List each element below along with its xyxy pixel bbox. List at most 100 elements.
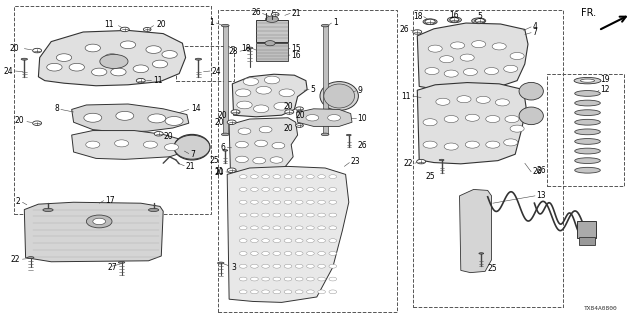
- Ellipse shape: [320, 82, 358, 110]
- Circle shape: [274, 102, 289, 110]
- Circle shape: [318, 188, 326, 191]
- Text: 21: 21: [291, 9, 301, 18]
- Ellipse shape: [321, 133, 329, 136]
- Circle shape: [272, 142, 285, 149]
- Polygon shape: [460, 189, 492, 273]
- Circle shape: [465, 114, 479, 121]
- Circle shape: [450, 18, 459, 22]
- Text: 1: 1: [210, 18, 214, 27]
- Text: 20: 20: [157, 20, 166, 29]
- Circle shape: [273, 290, 280, 294]
- Circle shape: [279, 89, 294, 97]
- Text: 3: 3: [232, 263, 237, 272]
- Circle shape: [329, 264, 337, 268]
- Text: 11: 11: [401, 92, 411, 100]
- Circle shape: [284, 264, 292, 268]
- Circle shape: [329, 277, 337, 281]
- Circle shape: [120, 41, 136, 49]
- Ellipse shape: [575, 158, 600, 164]
- Text: 26: 26: [400, 25, 410, 34]
- Circle shape: [329, 290, 337, 294]
- Polygon shape: [417, 83, 526, 164]
- Bar: [218, 10, 397, 312]
- Circle shape: [495, 99, 509, 106]
- Circle shape: [318, 175, 326, 179]
- Circle shape: [250, 239, 259, 243]
- Ellipse shape: [221, 24, 229, 27]
- Circle shape: [296, 277, 303, 281]
- Text: 7: 7: [191, 150, 196, 159]
- Circle shape: [273, 239, 280, 243]
- Circle shape: [250, 175, 259, 179]
- Text: 20: 20: [284, 102, 293, 111]
- Circle shape: [284, 226, 292, 230]
- Ellipse shape: [519, 107, 543, 125]
- Circle shape: [425, 68, 439, 75]
- Circle shape: [162, 51, 177, 58]
- Circle shape: [143, 28, 151, 31]
- Circle shape: [100, 54, 128, 68]
- Circle shape: [296, 124, 303, 127]
- Circle shape: [307, 290, 314, 294]
- Text: 26: 26: [532, 167, 542, 176]
- Circle shape: [236, 141, 248, 148]
- Circle shape: [510, 125, 524, 132]
- Bar: [547, 74, 624, 186]
- Ellipse shape: [223, 150, 228, 151]
- Text: 24: 24: [3, 67, 13, 76]
- Circle shape: [164, 144, 179, 151]
- Circle shape: [307, 175, 314, 179]
- Circle shape: [329, 200, 337, 204]
- Ellipse shape: [575, 119, 600, 125]
- Text: 16: 16: [449, 11, 460, 20]
- Bar: [577, 221, 596, 238]
- Ellipse shape: [519, 83, 543, 100]
- Polygon shape: [232, 74, 307, 117]
- Text: 23: 23: [351, 157, 360, 166]
- Ellipse shape: [221, 133, 229, 136]
- Circle shape: [262, 290, 269, 294]
- Circle shape: [273, 213, 280, 217]
- Polygon shape: [227, 166, 349, 302]
- Circle shape: [296, 200, 303, 204]
- Circle shape: [250, 290, 259, 294]
- Ellipse shape: [575, 167, 600, 173]
- Circle shape: [239, 188, 247, 191]
- Circle shape: [476, 96, 490, 103]
- Circle shape: [136, 78, 145, 83]
- Text: 14: 14: [191, 104, 200, 113]
- Circle shape: [250, 188, 259, 191]
- Circle shape: [262, 264, 269, 268]
- Circle shape: [143, 141, 157, 148]
- Ellipse shape: [195, 58, 202, 60]
- Circle shape: [104, 54, 120, 61]
- Circle shape: [486, 141, 500, 148]
- Circle shape: [463, 68, 477, 76]
- Circle shape: [250, 213, 259, 217]
- Text: 18: 18: [413, 12, 422, 20]
- Circle shape: [444, 116, 458, 123]
- Circle shape: [56, 54, 72, 61]
- Circle shape: [255, 140, 268, 147]
- Circle shape: [253, 105, 269, 113]
- Circle shape: [329, 175, 337, 179]
- Circle shape: [318, 277, 326, 281]
- Text: 24: 24: [211, 67, 221, 76]
- Circle shape: [329, 226, 337, 230]
- Circle shape: [262, 200, 269, 204]
- Text: 7: 7: [532, 28, 538, 36]
- Ellipse shape: [174, 134, 210, 160]
- Circle shape: [250, 277, 259, 281]
- Ellipse shape: [580, 79, 595, 82]
- Circle shape: [465, 141, 479, 148]
- Bar: [413, 10, 563, 307]
- Circle shape: [329, 188, 337, 191]
- Circle shape: [273, 188, 280, 191]
- Circle shape: [428, 45, 442, 52]
- Polygon shape: [72, 131, 187, 159]
- Bar: [256, 20, 288, 42]
- Text: 20: 20: [214, 168, 224, 177]
- Bar: [579, 237, 595, 245]
- Text: 26: 26: [357, 141, 367, 150]
- Circle shape: [296, 264, 303, 268]
